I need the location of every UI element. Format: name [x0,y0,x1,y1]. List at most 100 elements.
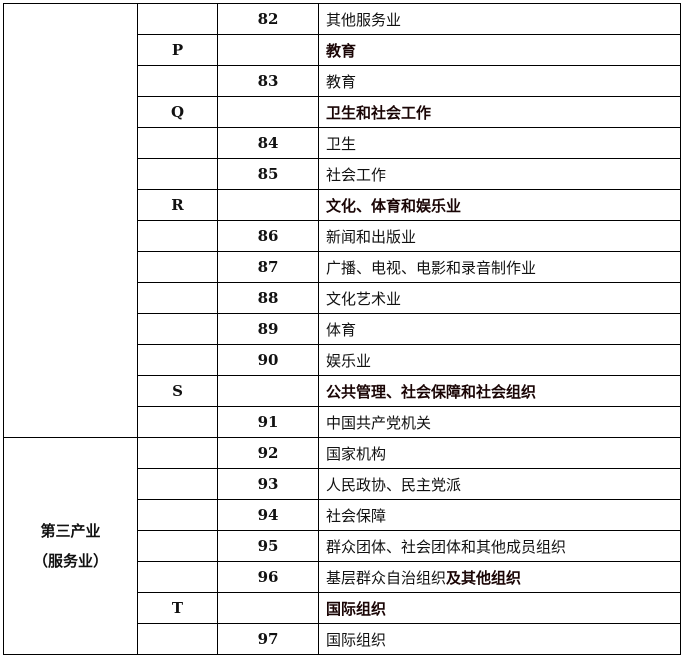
industry-name-text: 体育 [326,320,357,339]
section-code [137,313,218,345]
division-code: 90 [217,344,319,376]
industry-name: 广播、电视、电影和录音制作业 [318,251,681,283]
industry-name: 人民政协、民主党派 [318,468,681,500]
section-code: Q [137,96,218,128]
division-code [217,375,319,407]
division-code: 97 [217,623,319,655]
industry-name: 国际组织 [318,592,681,624]
industry-name-text: 人民政协、民主党派 [326,475,462,494]
industry-name: 娱乐业 [318,344,681,376]
division-code: 94 [217,499,319,531]
division-code: 83 [217,65,319,97]
industry-name-text: 群众团体、社会团体和其他成员组织 [326,537,567,556]
section-code [137,158,218,190]
industry-classification-table: 82 其他服务业 P 教育 83 教育 Q 卫生和社会工作 84 卫生 85 社会工作 R 文化、体育和娱… [3,3,681,655]
division-code: 85 [217,158,319,190]
sector-label-line1: 第三产业 [40,522,101,540]
section-code [137,499,218,531]
table-row: 82 其他服务业 [3,3,681,438]
sector-cell-empty [3,3,138,438]
industry-name: 教育 [318,65,681,97]
industry-name: 公共管理、社会保障和社会组织 [318,375,681,407]
industry-name: 文化艺术业 [318,282,681,314]
table-row: 94 社会保障 [4,499,681,531]
industry-name-text: 卫生 [326,134,357,153]
industry-name-text: 教育 [326,41,357,60]
industry-name: 社会保障 [318,499,681,531]
table-row: 第三产业 （服务业） 92 国家机构 [3,437,681,655]
table-row: P 教育 [4,34,681,66]
industry-name-text: 国际组织 [326,599,387,618]
section-code [137,530,218,562]
section-code: T [137,592,218,624]
division-code [217,96,319,128]
division-code: 89 [217,313,319,345]
division-code: 91 [217,406,319,438]
table-row: R 文化、体育和娱乐业 [4,189,681,221]
industry-name-text: 文化、体育和娱乐业 [326,196,462,215]
section-code [137,437,218,469]
industry-name-text: 卫生和社会工作 [326,103,432,122]
table-row: 85 社会工作 [4,158,681,190]
industry-name: 群众团体、社会团体和其他成员组织 [318,530,681,562]
industry-name-text: 新闻和出版业 [326,227,417,246]
table-row: Q 卫生和社会工作 [4,96,681,128]
industry-name-text: 广播、电视、电影和录音制作业 [326,258,537,277]
industry-name: 国家机构 [318,437,681,469]
industry-name: 中国共产党机关 [318,406,681,438]
table-row: 91 中国共产党机关 [4,406,681,438]
industry-name: 卫生 [318,127,681,159]
division-code: 82 [217,3,319,35]
division-code: 88 [217,282,319,314]
industry-name: 新闻和出版业 [318,220,681,252]
section-code: P [137,34,218,66]
table-row: 88 文化艺术业 [4,282,681,314]
division-code: 87 [217,251,319,283]
table-row: 90 娱乐业 [4,344,681,376]
industry-name: 基层群众自治组织及其他组织 [318,561,681,593]
division-code [217,189,319,221]
section-code [137,406,218,438]
section-code: S [137,375,218,407]
division-code: 95 [217,530,319,562]
table-row: 95 群众团体、社会团体和其他成员组织 [4,530,681,562]
sector-label-line2: （服务业） [32,552,108,570]
table-row: S 公共管理、社会保障和社会组织 [4,375,681,407]
division-code: 86 [217,220,319,252]
section-code [137,3,218,35]
section-code [137,282,218,314]
section-code [137,561,218,593]
division-code [217,592,319,624]
section-code [137,344,218,376]
industry-name-text: 国际组织 [326,630,387,649]
industry-name-text: 中国共产党机关 [326,413,432,432]
division-code: 96 [217,561,319,593]
table-row: 97 国际组织 [4,623,681,655]
table-row: 89 体育 [4,313,681,345]
division-code: 84 [217,127,319,159]
industry-name-bold-suffix: 及其他组织 [446,568,522,587]
section-code: R [137,189,218,221]
industry-name: 社会工作 [318,158,681,190]
table-row: 84 卫生 [4,127,681,159]
industry-name-text: 娱乐业 [326,351,372,370]
section-code [137,623,218,655]
division-code [217,34,319,66]
industry-name-text: 文化艺术业 [326,289,402,308]
division-code: 92 [217,437,319,469]
industry-name: 文化、体育和娱乐业 [318,189,681,221]
industry-name-text: 社会保障 [326,506,387,525]
industry-name: 体育 [318,313,681,345]
section-code [137,220,218,252]
industry-name: 其他服务业 [318,3,681,35]
section-code [137,251,218,283]
industry-name-text: 社会工作 [326,165,387,184]
industry-name-text: 其他服务业 [326,10,402,29]
industry-name-text: 基层群众自治组织 [326,568,447,587]
section-code [137,468,218,500]
section-code [137,127,218,159]
table-row: T 国际组织 [4,592,681,624]
industry-name: 教育 [318,34,681,66]
table-row: 87 广播、电视、电影和录音制作业 [4,251,681,283]
industry-name: 卫生和社会工作 [318,96,681,128]
